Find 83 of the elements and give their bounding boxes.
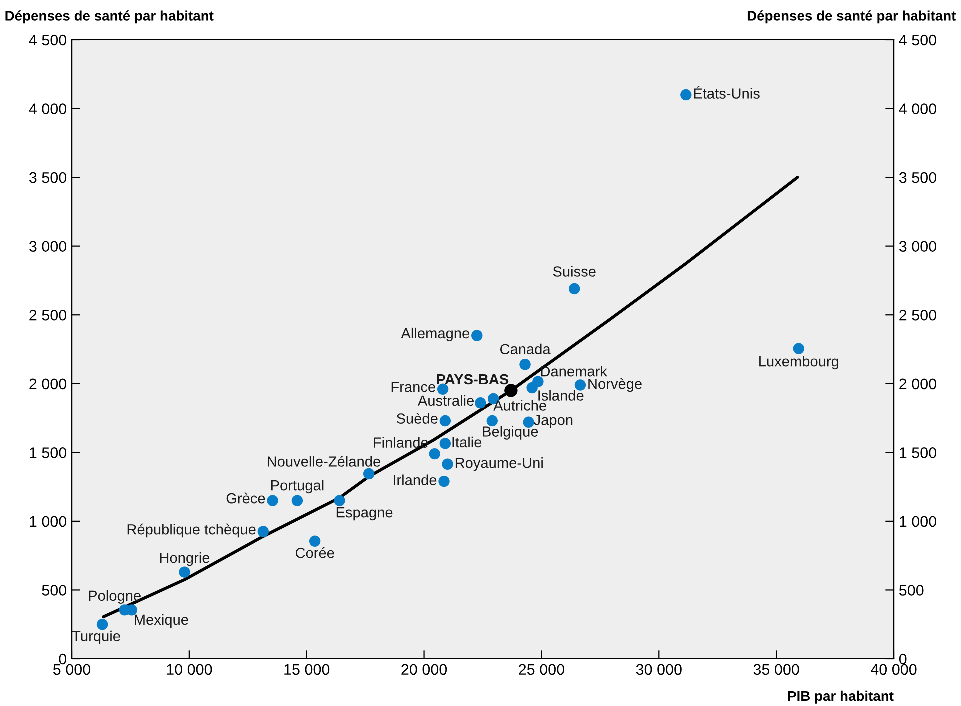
- y-tick-label: 1 000: [30, 516, 67, 528]
- point: [440, 415, 452, 427]
- x-tick-label: 5 000: [53, 664, 91, 676]
- data-label: Autriche: [494, 400, 546, 411]
- data-label: Corée: [296, 547, 334, 558]
- data-label: Suède: [396, 413, 438, 424]
- data-label: États-Unis: [694, 86, 760, 99]
- y2-tick-label: 500: [899, 585, 924, 596]
- y2-tick-label: 2 000: [900, 378, 936, 390]
- y2-axis-title: Dépenses de santé par habitant: [748, 10, 956, 24]
- y-tick-label: 3 500: [29, 172, 67, 184]
- y-tick-label: 2 500: [30, 310, 67, 321]
- data-label: Hongrie: [160, 552, 210, 566]
- data-label: Belgique: [483, 426, 538, 440]
- x-tick-label: 25 000: [519, 664, 564, 676]
- y2-tick-label: 0: [899, 654, 907, 665]
- data-label: PAYS-BAS: [437, 374, 509, 385]
- point: [680, 89, 692, 101]
- point: [475, 398, 486, 409]
- data-label: Islande: [538, 390, 584, 401]
- data-label: Finlande: [374, 437, 428, 448]
- point: [334, 495, 346, 506]
- point: [532, 376, 544, 388]
- data-label: République tchèque: [128, 524, 256, 538]
- y-tick-label: 4 000: [29, 104, 67, 114]
- point: [438, 476, 450, 488]
- point: [267, 495, 278, 506]
- point: [520, 359, 531, 370]
- data-label: Italie: [452, 436, 482, 448]
- point: [179, 566, 190, 578]
- y-tick-label: 2 000: [30, 378, 67, 390]
- y-axis-title: Dépenses de santé par habitant: [6, 10, 214, 24]
- x-tick-label: 15 000: [284, 664, 330, 676]
- data-label: Grèce: [226, 492, 266, 504]
- data-label: Danemark: [541, 366, 608, 377]
- x-tick-label: 10 000: [167, 664, 212, 676]
- y-tick-label: 4 500: [29, 34, 67, 46]
- y2-tick-label: 3 000: [899, 241, 936, 252]
- y2-tick-label: 3 500: [899, 172, 936, 184]
- data-label: Portugal: [272, 480, 324, 494]
- y2-tick-label: 4 500: [899, 34, 936, 46]
- data-label: Espagne: [336, 508, 393, 521]
- x-tick-label: 20 000: [402, 664, 448, 676]
- y2-tick-label: 1 000: [900, 516, 936, 528]
- data-label: Allemagne: [401, 328, 470, 342]
- y-tick-label: 3 000: [29, 241, 67, 252]
- point: [504, 384, 518, 398]
- data-label: Australie: [418, 395, 474, 406]
- data-label: Pologne: [89, 590, 141, 604]
- y-tick-label: 500: [42, 585, 67, 596]
- point: [472, 330, 483, 342]
- y-tick-label: 1 500: [30, 448, 67, 458]
- point: [309, 536, 321, 547]
- data-label: Norvège: [588, 378, 642, 392]
- x-axis-title: PIB par habitant: [788, 690, 894, 704]
- point: [442, 458, 454, 470]
- point: [258, 526, 270, 538]
- y-tick-label: 0: [59, 654, 67, 665]
- data-label: Turquie: [72, 630, 120, 644]
- y2-tick-label: 1 500: [900, 448, 936, 458]
- point: [486, 415, 498, 427]
- point: [429, 448, 440, 460]
- point: [440, 438, 452, 450]
- data-label: Nouvelle-Zélande: [268, 456, 380, 467]
- data-label: Mexique: [135, 614, 188, 628]
- data-label: Irlande: [394, 474, 437, 486]
- x-tick-label: 40 000: [870, 664, 917, 676]
- data-label: Canada: [500, 344, 551, 355]
- point: [363, 468, 375, 480]
- data-label: Luxembourg: [760, 356, 838, 370]
- y2-tick-label: 4 000: [899, 104, 936, 114]
- point: [292, 495, 304, 506]
- point: [568, 283, 580, 295]
- x-tick-label: 35 000: [754, 664, 800, 676]
- data-label: Royaume-Uni: [456, 458, 543, 472]
- data-label: Suisse: [553, 266, 596, 277]
- point: [574, 380, 586, 391]
- point: [793, 343, 804, 354]
- x-tick-label: 30 000: [636, 664, 682, 676]
- data-label: Japon: [534, 415, 573, 428]
- y2-tick-label: 2 500: [900, 310, 936, 321]
- data-label: France: [392, 382, 436, 392]
- point: [96, 619, 108, 630]
